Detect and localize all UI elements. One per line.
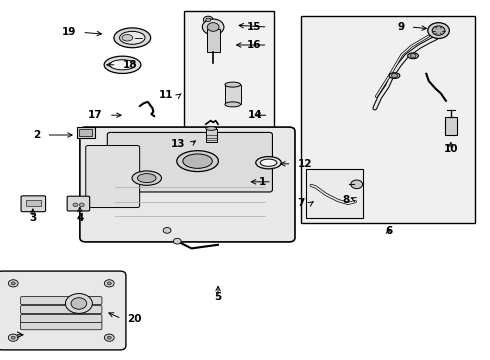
Circle shape [428,23,449,39]
FancyBboxPatch shape [21,306,102,314]
Circle shape [410,54,416,58]
FancyBboxPatch shape [67,196,90,211]
Ellipse shape [104,56,141,73]
Circle shape [392,73,397,78]
Text: 8: 8 [343,195,350,205]
Text: 15: 15 [247,22,262,32]
Bar [77,127,95,138]
FancyBboxPatch shape [21,322,102,330]
Circle shape [107,336,111,339]
Ellipse shape [71,298,87,309]
Text: 1: 1 [259,177,266,187]
Circle shape [8,280,18,287]
Circle shape [104,334,114,341]
Ellipse shape [225,102,241,107]
Text: 11: 11 [158,90,173,100]
Circle shape [163,228,171,233]
Bar [206,129,217,142]
Bar [26,200,41,206]
Ellipse shape [66,293,92,313]
FancyBboxPatch shape [0,271,126,350]
Text: 14: 14 [248,110,263,120]
Circle shape [11,282,15,285]
Bar [225,85,241,104]
Circle shape [203,16,213,23]
Bar [301,16,475,223]
Circle shape [432,26,445,35]
FancyBboxPatch shape [107,132,272,192]
Ellipse shape [137,174,156,183]
Circle shape [206,18,211,22]
FancyBboxPatch shape [21,297,102,305]
Text: 3: 3 [29,213,36,223]
Ellipse shape [183,154,212,168]
Bar [184,11,274,160]
Circle shape [11,336,15,339]
Text: 5: 5 [215,292,221,302]
Circle shape [351,180,363,189]
Text: 12: 12 [297,159,312,169]
Bar [445,117,457,135]
Circle shape [173,238,181,244]
Text: 20: 20 [127,314,142,324]
Ellipse shape [120,31,145,44]
Circle shape [79,203,84,207]
Ellipse shape [177,151,219,172]
Circle shape [73,203,78,207]
Ellipse shape [256,157,281,169]
Ellipse shape [110,60,135,70]
Text: 18: 18 [122,60,137,70]
Text: 7: 7 [297,198,305,208]
Bar [306,169,363,218]
Bar [79,129,92,136]
FancyBboxPatch shape [86,145,140,207]
Text: 9: 9 [397,22,405,32]
Ellipse shape [132,171,161,185]
Text: 13: 13 [171,139,185,149]
FancyBboxPatch shape [80,127,295,242]
Circle shape [8,334,18,341]
Ellipse shape [389,73,400,78]
Ellipse shape [122,35,133,41]
Text: 10: 10 [443,144,458,154]
Bar [207,29,220,52]
Circle shape [107,282,111,285]
Ellipse shape [114,28,151,48]
Ellipse shape [408,53,418,59]
Circle shape [104,280,114,287]
Circle shape [207,23,219,31]
FancyBboxPatch shape [21,315,102,323]
Ellipse shape [225,82,241,87]
Text: 17: 17 [88,110,103,120]
Text: 6: 6 [385,226,392,236]
FancyBboxPatch shape [21,196,46,212]
Text: 4: 4 [76,213,84,223]
Text: 2: 2 [33,130,41,140]
Circle shape [202,19,224,35]
Ellipse shape [260,159,277,166]
Text: 16: 16 [247,40,262,50]
Ellipse shape [206,127,217,130]
Text: 19: 19 [62,27,76,37]
